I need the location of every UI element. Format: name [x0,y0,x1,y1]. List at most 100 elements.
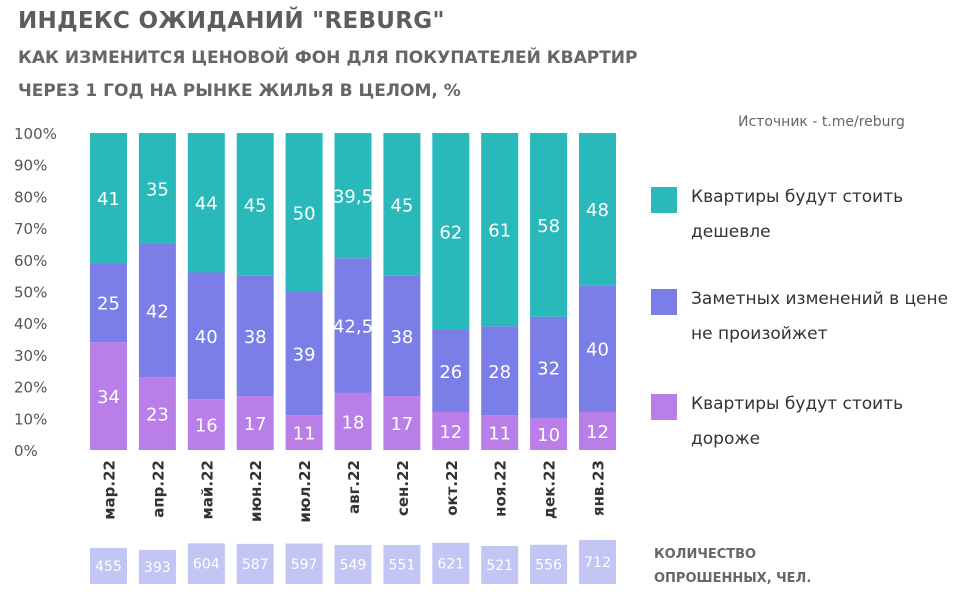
data-label-cheaper: 41 [97,189,120,210]
bar-segment-no_change [481,326,519,416]
y-tick-label: 90% [14,157,47,175]
data-label-cheaper: 45 [244,195,267,216]
bar-segment-no_change [187,272,225,400]
respondents-label: 604 [193,557,220,573]
respondents-label: 551 [389,557,416,573]
x-tick-label: апр.22 [149,460,167,518]
respondents-label: 621 [437,556,464,572]
legend-item-pricier: Квартиры будут стоить дороже [651,392,951,457]
respondents-bar [285,543,323,584]
y-tick-label: 70% [14,220,47,238]
legend-swatch [651,289,677,315]
bar-segment-cheaper [236,133,274,276]
bar-segment-no_change [138,243,176,378]
bar-segment-pricier [481,415,519,450]
x-tick-label: мар.22 [101,460,119,520]
bar-segment-cheaper [138,133,176,244]
y-tick-label: 40% [14,315,47,333]
data-label-cheaper: 61 [488,221,511,242]
data-label-pricier: 17 [244,414,267,435]
bar-segment-cheaper [285,133,323,292]
y-tick-label: 50% [14,284,47,302]
y-tick-label: 60% [14,252,47,270]
respondents-label: 712 [584,555,611,571]
data-label-no_change: 26 [439,362,462,383]
chart-title: ИНДЕКС ОЖИДАНИЙ "REBURG" [18,8,445,34]
x-tick-label: сен.22 [394,460,412,516]
data-label-no_change: 38 [390,327,413,348]
data-label-cheaper: 50 [293,203,316,224]
legend-label: Квартиры будут стоить дороже [691,394,904,449]
data-label-cheaper: 62 [439,222,462,243]
data-label-cheaper: 58 [537,216,560,237]
bar-segment-cheaper [579,133,616,286]
x-tick-label: ноя.22 [492,460,510,517]
bar-segment-cheaper [481,133,519,327]
data-label-no_change: 42 [146,302,169,323]
x-tick-label: май.22 [198,460,216,519]
respondents-bar [138,549,176,584]
respondents-label: 521 [486,558,513,574]
data-label-cheaper: 45 [390,195,413,216]
respondents-bar [481,545,519,584]
data-label-cheaper: 35 [146,179,169,200]
bar-segment-no_change [236,275,274,397]
respondents-bar [334,545,372,584]
bar-segment-cheaper [432,133,470,330]
respondents-bar [432,542,470,584]
bar-segment-no_change [90,262,127,343]
bar-segment-no_change [334,258,372,393]
x-tick-label: дек.22 [541,460,559,519]
respondents-label: 455 [95,559,122,575]
bar-segment-no_change [579,285,616,412]
data-label-pricier: 12 [586,422,609,443]
bar-segment-cheaper [334,133,372,259]
data-label-pricier: 23 [146,405,169,426]
bar-segment-pricier [579,411,616,450]
data-label-pricier: 10 [537,425,560,446]
x-tick-label: июл.22 [296,460,314,523]
respondents-bar [530,544,568,584]
legend-item-no_change: Заметных изменений в цене не произойжет [651,287,951,352]
bar-segment-pricier [432,411,470,450]
y-tick-label: 0% [14,442,38,460]
y-tick-label: 30% [14,347,47,365]
bar-segment-pricier [383,396,421,450]
data-label-no_change: 42,5 [333,317,373,338]
source-note: Источник - t.me/reburg [738,114,905,130]
bar-segment-cheaper [530,133,568,317]
legend-label: Заметных изменений в цене не произойжет [691,289,949,344]
bar-segment-pricier [334,392,372,450]
legend-swatch [651,394,677,420]
data-label-no_change: 38 [244,327,267,348]
respondents-label: 393 [144,560,171,576]
data-label-pricier: 11 [488,424,511,445]
bar-segment-no_change [285,291,323,416]
data-label-pricier: 17 [390,414,413,435]
respondents-caption: КОЛИЧЕСТВО ОПРОШЕННЫХ, ЧЕЛ. [654,547,812,586]
bar-segment-no_change [383,275,421,397]
respondents-label: 549 [340,558,367,574]
respondents-label: 556 [535,557,562,573]
y-tick-label: 20% [14,379,47,397]
bar-segment-pricier [285,415,323,450]
y-tick-label: 100% [14,125,57,143]
data-label-pricier: 11 [293,424,316,445]
data-label-no_change: 40 [195,327,218,348]
bar-segment-pricier [90,342,127,450]
bar-segment-cheaper [187,133,225,273]
data-label-no_change: 28 [488,362,511,383]
data-label-pricier: 34 [97,387,120,408]
bar-segment-cheaper [383,133,421,276]
bar-segment-no_change [432,329,470,412]
data-label-pricier: 18 [342,412,365,433]
chart-subtitle-line-2: ЧЕРЕЗ 1 ГОД НА РЫНКЕ ЖИЛЬЯ В ЦЕЛОМ, % [18,81,461,101]
chart-subtitle-line-1: КАК ИЗМЕНИТСЯ ЦЕНОВОЙ ФОН ДЛЯ ПОКУПАТЕЛЕ… [18,48,638,68]
legend-label: Квартиры будут стоить дешевле [691,187,904,242]
bar-segment-pricier [530,418,568,450]
respondents-bar [383,544,421,584]
data-label-no_change: 25 [97,294,120,315]
data-label-no_change: 40 [586,340,609,361]
data-label-no_change: 32 [537,359,560,380]
legend-item-cheaper: Квартиры будут стоить дешевле [651,185,951,250]
